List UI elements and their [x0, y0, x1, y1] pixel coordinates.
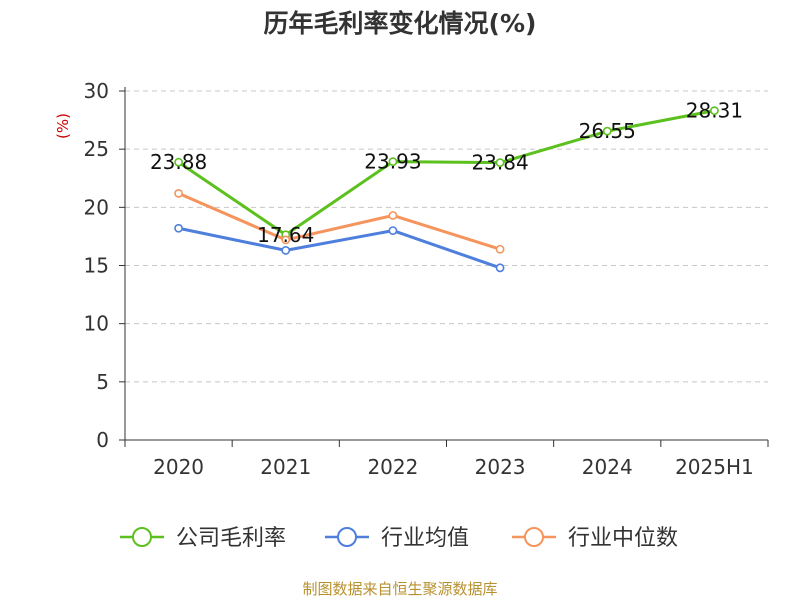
y-tick-label: 20: [84, 195, 109, 219]
chart-title: 历年毛利率变化情况(%): [263, 9, 537, 38]
y-tick-label: 15: [84, 254, 109, 278]
data-point[interactable]: [388, 157, 398, 167]
y-tick-label: 5: [96, 370, 109, 394]
x-tick-label: 2023: [475, 455, 526, 479]
legend-marker: [524, 527, 544, 547]
legend-item[interactable]: 公司毛利率: [120, 526, 286, 551]
y-tick-label: 0: [96, 428, 109, 452]
data-label: 23.88: [150, 150, 207, 174]
data-label: 23.84: [471, 151, 528, 175]
series-line: [177, 109, 715, 237]
data-point[interactable]: [281, 245, 291, 255]
legend-label: 行业均值: [381, 526, 469, 551]
data-point[interactable]: [710, 106, 719, 116]
series-line: [177, 191, 501, 251]
series-line: [178, 226, 501, 270]
data-point[interactable]: [388, 226, 398, 235]
data-label: 17.64: [257, 223, 314, 247]
data-label: 23.93: [364, 150, 421, 174]
y-tick-label: 30: [84, 79, 109, 103]
legend-item[interactable]: 行业均值: [325, 526, 469, 551]
data-point[interactable]: [281, 235, 291, 245]
grid-lines: [125, 90, 768, 383]
legend[interactable]: 公司毛利率 行业均值 行业中位数: [120, 526, 678, 551]
legend-label: 行业中位数: [568, 526, 678, 551]
y-tick-label: 10: [84, 312, 109, 336]
data-label: 26.55: [579, 119, 636, 143]
data-point[interactable]: [495, 263, 505, 273]
x-tick-label: 2022: [367, 455, 418, 479]
data-point[interactable]: [174, 223, 183, 233]
x-tick-label: 2021: [260, 455, 311, 479]
legend-label: 公司毛利率: [176, 526, 286, 551]
data-point[interactable]: [174, 188, 183, 198]
y-axis-label: (%): [54, 113, 72, 139]
legend-marker: [132, 527, 152, 547]
x-tick-label: 2025H1: [675, 455, 754, 479]
data-point[interactable]: [388, 211, 398, 220]
legend-marker: [337, 527, 357, 547]
y-tick-label: 25: [84, 137, 109, 161]
x-tick-label: 2024: [582, 455, 633, 479]
data-point[interactable]: [174, 157, 183, 167]
data-point[interactable]: [495, 244, 505, 254]
legend-item[interactable]: 行业中位数: [512, 526, 678, 551]
data-label: 28.31: [686, 99, 743, 123]
data-labels: 23.88 17.64 23.93 23.84 26.55 28.31: [150, 99, 743, 247]
data-point[interactable]: [602, 126, 612, 136]
data-point[interactable]: [495, 158, 505, 168]
source-note: 制图数据来自恒生聚源数据库: [302, 580, 498, 598]
x-tick-label: 2020: [153, 455, 204, 479]
axes: 0 5 10 15 20 25 30 (%) 2020 2021 2022 2023 2024 2025H…: [54, 79, 769, 479]
series: [174, 106, 719, 273]
